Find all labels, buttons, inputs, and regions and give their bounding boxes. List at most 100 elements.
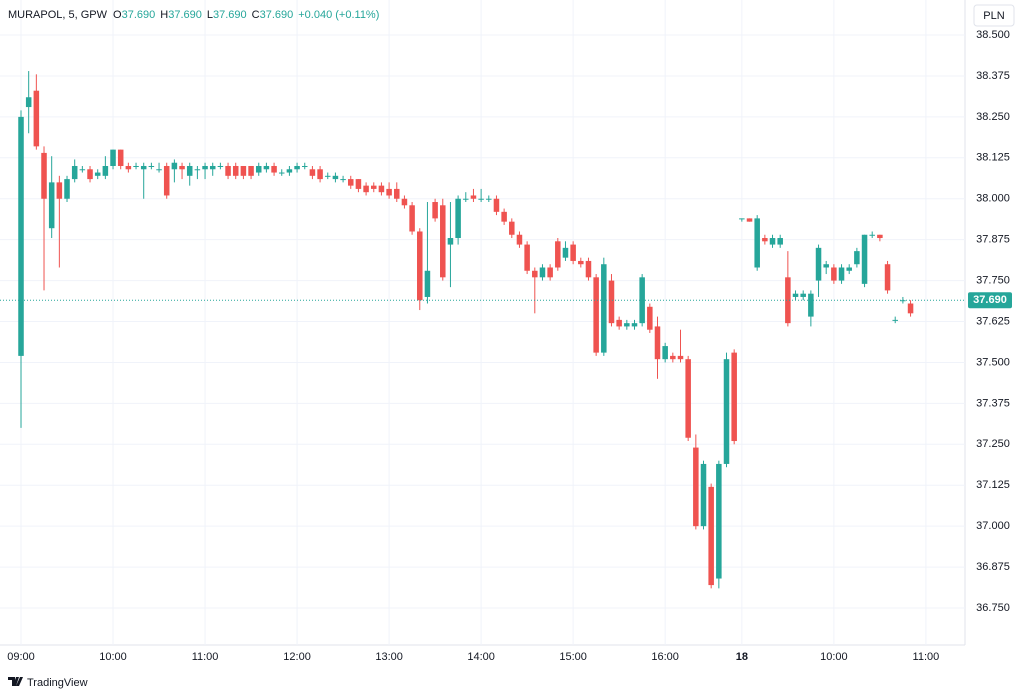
candle-body [163, 165, 170, 196]
candle-body [486, 198, 492, 200]
y-tick-label: 36.875 [976, 561, 1010, 573]
x-tick-label: 13:00 [375, 651, 403, 663]
candle-body [823, 264, 829, 268]
candle-body [631, 323, 638, 327]
candle-body [117, 149, 124, 166]
y-tick-label: 37.875 [976, 234, 1010, 246]
y-tick-label: 37.750 [976, 274, 1010, 286]
candle-body [424, 270, 431, 297]
x-tick-label: 10:00 [820, 651, 848, 663]
candle-body [769, 238, 776, 245]
y-tick-label: 38.250 [976, 111, 1010, 123]
brand-logo[interactable]: TradingView [8, 677, 88, 689]
candle-body [202, 165, 208, 170]
candle-body [56, 182, 63, 199]
currency[interactable]: PLN [983, 10, 1004, 22]
candle-body [693, 447, 699, 527]
candle-body [240, 165, 247, 176]
candle-body [509, 221, 515, 235]
candle-body [585, 260, 592, 278]
candle-body [593, 277, 599, 353]
candle-body [608, 280, 615, 324]
logo-icon[interactable] [8, 677, 23, 686]
candle-body [662, 346, 668, 360]
candle-body [64, 179, 70, 199]
y-tick-label: 38.375 [976, 70, 1010, 82]
candle-body [409, 205, 415, 232]
x-tick-label: 16:00 [651, 651, 679, 663]
y-tick-label: 37.375 [976, 397, 1010, 409]
y-tick-label: 37.625 [976, 315, 1010, 327]
candle-body [394, 188, 400, 199]
x-tick-label: 11:00 [913, 651, 940, 663]
y-tick-label: 37.250 [976, 438, 1010, 450]
candle-body [892, 319, 898, 321]
candle-body [363, 185, 369, 193]
candles [18, 71, 914, 589]
candle-body [317, 169, 323, 180]
candle-body [263, 165, 270, 170]
candle-body [286, 169, 293, 173]
candle-body [371, 185, 377, 189]
x-tick-label: 18 [736, 651, 748, 663]
candle-body [624, 323, 630, 327]
candle-body [301, 165, 308, 167]
candle-body [332, 175, 339, 180]
candle-body [877, 234, 883, 239]
candle-body [578, 260, 584, 265]
candle-body [378, 185, 385, 193]
candle-body [716, 463, 722, 579]
candle-body [861, 234, 868, 284]
legend-key: O [113, 9, 122, 21]
candle-body [225, 165, 231, 176]
candle-body [179, 165, 185, 170]
legend: MURAPOL, 5, GPW O37.690 H37.690 L37.690 C37.… [8, 9, 379, 21]
candle-body [41, 152, 47, 199]
candle-body [125, 165, 132, 170]
currency-box[interactable] [973, 4, 1015, 27]
candle-body [685, 359, 691, 438]
candle-body [884, 264, 891, 291]
overlay: 36.750 36.875 37.000 37.125 37.250 37.375 37.5… [0, 29, 1012, 663]
candle-body [762, 238, 768, 242]
price-label: 37.690 [973, 294, 1007, 306]
candle-body [347, 179, 354, 186]
legend-value: 37.690 [260, 9, 294, 21]
legend-value: 37.690 [168, 9, 202, 21]
candle-body [677, 355, 684, 360]
candle-body [808, 293, 814, 317]
candle-body [87, 169, 93, 180]
candle-body [647, 306, 653, 330]
candle-body [355, 179, 362, 189]
candle-body [209, 165, 216, 170]
candle-body [478, 198, 484, 200]
candle-body [785, 277, 791, 324]
candle-body [432, 202, 438, 219]
candle-body [792, 293, 799, 297]
x-tick-label: 09:00 [7, 651, 35, 663]
candle-body [255, 165, 262, 173]
legend-key: H [160, 9, 168, 21]
candle-body [140, 165, 147, 170]
candle-body [800, 293, 806, 297]
candle-body [294, 165, 300, 170]
candle-body [831, 267, 837, 281]
candle-body [271, 165, 277, 173]
y-tick-label: 36.750 [976, 602, 1010, 614]
candle-body [838, 267, 845, 281]
candle-body [278, 172, 285, 174]
legend-value: 37.690 [213, 9, 247, 21]
legend-value: 37.690 [122, 9, 156, 21]
candle-body [516, 234, 523, 245]
candle-body [670, 355, 676, 360]
candle-body [186, 165, 193, 176]
brand[interactable]: TradingView [27, 677, 88, 689]
candle-body [18, 116, 24, 356]
x-tick-label: 12:00 [283, 651, 311, 663]
candle-body [846, 267, 852, 271]
candle-body [25, 97, 32, 108]
candle-body [562, 247, 569, 258]
x-tick-label: 11:00 [192, 651, 219, 663]
candle-body [524, 244, 530, 271]
